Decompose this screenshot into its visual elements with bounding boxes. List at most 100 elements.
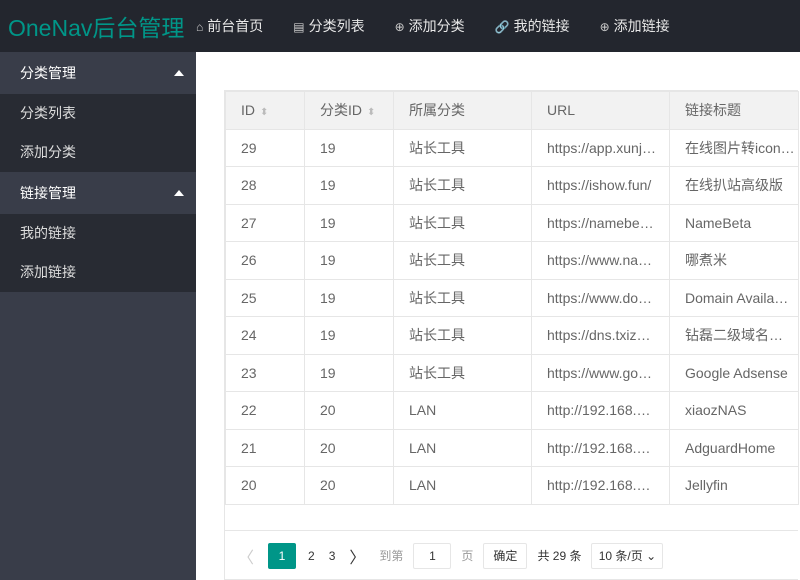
table-row[interactable]: 21 20 LAN http://192.168.… AdguardHome (225, 428, 799, 467)
nav-label: 添加分类 (408, 18, 465, 34)
sidebar-item-add-link[interactable]: 添加链接 (0, 253, 196, 292)
table-row[interactable]: 27 19 站长工具 https://namebe… NameBeta (225, 203, 799, 242)
section-title: 链接管理 (20, 185, 76, 201)
nav-label: 分类列表 (308, 18, 365, 34)
plus-circle-icon: ⊕ (599, 20, 610, 34)
table-row[interactable]: 25 19 站长工具 https://www.do… Domain Availa… (225, 278, 799, 317)
cell-title: 在线扒站高级版 (669, 166, 799, 205)
cell-url: http://192.168.… (531, 428, 670, 467)
cell-id: 22 (225, 391, 305, 430)
cell-title: AdguardHome (669, 428, 799, 467)
cell-url: https://dns.txiz… (531, 316, 670, 355)
page-2[interactable]: 2 (308, 548, 315, 563)
sidebar-item-category-list[interactable]: 分类列表 (0, 94, 196, 133)
total-count: 共 29 条 (537, 549, 582, 563)
plus-circle-icon: ⊕ (394, 20, 405, 34)
table-row[interactable]: 28 19 站长工具 https://ishow.fun/在线扒站高级版 (225, 166, 799, 205)
nav-my-links[interactable]: 🔗 我的链接 (495, 16, 570, 36)
cell-url: https://www.do… (531, 278, 670, 317)
sidebar-item-add-category[interactable]: 添加分类 (0, 133, 196, 172)
cell-category: LAN (393, 428, 532, 467)
sidebar: 分类管理 分类列表 添加分类 链接管理 我的链接 添加链接 (0, 52, 196, 580)
cell-category-id: 19 (304, 203, 394, 242)
cell-title: 哪煮米 (669, 241, 799, 280)
cell-category: 站长工具 (393, 128, 532, 167)
top-bar: OneNav后台管理 ⌂ 前台首页 ▤ 分类列表 ⊕ 添加分类 🔗 我的链接 ⊕ 添加链接 (0, 0, 800, 52)
nav-label: 前台首页 (207, 18, 264, 34)
table-row[interactable]: 22 20 LAN http://192.168.… xiaozNAS (225, 391, 799, 430)
cell-title: 在线图片转icon… (669, 128, 799, 167)
cell-url: https://www.go… (531, 353, 670, 392)
page-unit: 页 (461, 549, 474, 563)
cell-url: https://namebe… (531, 203, 670, 242)
confirm-button[interactable]: 确定 (483, 542, 528, 569)
cell-category-id: 19 (304, 166, 394, 205)
file-icon: ▤ (293, 20, 305, 34)
cell-category: LAN (393, 391, 532, 430)
table-row[interactable]: 29 19 站长工具 https://app.xunj… 在线图片转icon… (225, 128, 799, 167)
sort-icon[interactable]: ⬍ (367, 107, 376, 119)
cell-category: 站长工具 (393, 316, 532, 355)
goto-label: 到第 (379, 549, 404, 563)
cell-category-id: 20 (304, 428, 394, 467)
table-header: ID ⬍ 分类ID ⬍ 所属分类 URL 链接标题 (225, 91, 799, 130)
cell-category-id: 19 (304, 278, 394, 317)
cell-title: NameBeta (669, 203, 799, 242)
links-table: ID ⬍ 分类ID ⬍ 所属分类 URL 链接标题 29 19 站长工具 https://… (224, 90, 799, 580)
cell-id: 20 (225, 466, 305, 505)
sidebar-section-category[interactable]: 分类管理 (0, 52, 196, 94)
nav-label: 我的链接 (513, 18, 570, 34)
cell-url: https://ishow.fun/ (531, 166, 670, 205)
section-title: 分类管理 (20, 65, 76, 81)
page-3[interactable]: 3 (328, 548, 336, 563)
sort-icon[interactable]: ⬍ (260, 107, 269, 119)
table-row[interactable]: 23 19 站长工具 https://www.go… Google Adsense (225, 353, 799, 392)
page-size-select[interactable]: 10 条/页 ⌄ (591, 542, 664, 569)
cell-category: 站长工具 (393, 278, 532, 317)
col-title: 链接标题 (669, 91, 799, 130)
cell-id: 29 (225, 128, 305, 167)
caret-up-icon (174, 190, 184, 196)
cell-category: 站长工具 (393, 203, 532, 242)
cell-id: 23 (225, 353, 305, 392)
cell-url: https://www.na… (531, 241, 670, 280)
cell-category-id: 19 (304, 128, 394, 167)
col-category: 所属分类 (393, 91, 532, 130)
cell-category-id: 19 (304, 316, 394, 355)
cell-url: http://192.168.… (531, 391, 670, 430)
prev-page-button[interactable]: 〈 (238, 549, 255, 567)
cell-url: https://app.xunj… (531, 128, 670, 167)
nav-category-list[interactable]: ▤ 分类列表 (293, 16, 364, 36)
table-row[interactable]: 20 20 LAN http://192.168.… Jellyfin (225, 466, 799, 505)
cell-category: 站长工具 (393, 241, 532, 280)
table-row[interactable]: 24 19 站长工具 https://dns.txiz… 钻磊二级域名… (225, 316, 799, 355)
top-nav: ⌂ 前台首页 ▤ 分类列表 ⊕ 添加分类 🔗 我的链接 ⊕ 添加链接 (196, 0, 670, 52)
logo[interactable]: OneNav后台管理 (8, 15, 185, 41)
goto-page-input[interactable]: 1 (413, 542, 452, 569)
cell-id: 28 (225, 166, 305, 205)
cell-category-id: 19 (304, 241, 394, 280)
cell-id: 25 (225, 278, 305, 317)
cell-title: Jellyfin (669, 466, 799, 505)
nav-add-category[interactable]: ⊕ 添加分类 (395, 16, 465, 36)
cell-id: 24 (225, 316, 305, 355)
cell-url: http://192.168.… (531, 466, 670, 505)
page-1[interactable]: 1 (268, 542, 297, 569)
cell-category-id: 20 (304, 466, 394, 505)
cell-id: 27 (225, 203, 305, 242)
main-content: ID ⬍ 分类ID ⬍ 所属分类 URL 链接标题 29 19 站长工具 https://… (196, 52, 800, 580)
table-row[interactable]: 26 19 站长工具 https://www.na… 哪煮米 (225, 241, 799, 280)
col-id[interactable]: ID ⬍ (225, 91, 305, 130)
chevron-down-icon: ⌄ (646, 548, 657, 563)
col-url: URL (531, 91, 670, 130)
sidebar-item-my-links[interactable]: 我的链接 (0, 214, 196, 253)
nav-add-link[interactable]: ⊕ 添加链接 (600, 16, 670, 36)
cell-category-id: 19 (304, 353, 394, 392)
nav-label: 添加链接 (613, 18, 670, 34)
link-icon: 🔗 (494, 20, 510, 34)
cell-id: 26 (225, 241, 305, 280)
sidebar-section-links[interactable]: 链接管理 (0, 172, 196, 214)
next-page-button[interactable]: 〉 (349, 549, 366, 567)
nav-home[interactable]: ⌂ 前台首页 (196, 16, 263, 36)
col-category-id[interactable]: 分类ID ⬍ (304, 91, 394, 130)
